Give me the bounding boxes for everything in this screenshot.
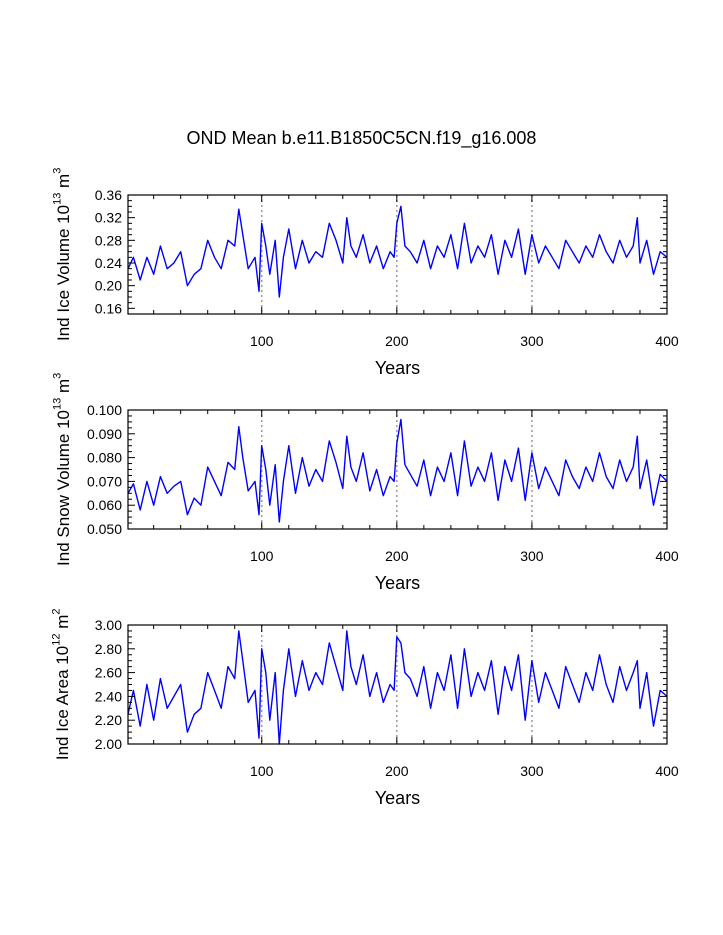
y-axis-label-unit: m	[53, 173, 73, 193]
x-axis-label: Years	[374, 573, 421, 593]
y-axis-label-unit: m	[53, 378, 73, 398]
y-axis-label: Ind Ice Volume 1013 m3	[50, 167, 74, 342]
y-axis-label-unit: m	[53, 614, 73, 634]
x-tick-label: 400	[655, 763, 679, 779]
y-tick-label: 0.060	[87, 497, 122, 513]
chart-panel-1: 0.16 0.20 0.24 0.28 0.32 0.36 100 200 300 400	[95, 187, 679, 349]
y-axis-label-text: Ind Ice Volume 10	[53, 204, 73, 342]
y-axis-label: Ind Snow Volume 1013 m3	[50, 372, 74, 566]
y-tick-label: 0.080	[87, 450, 122, 466]
x-axis-label: Years	[374, 358, 421, 378]
chart-panel-2: 0.050 0.060 0.070 0.080 0.090 0.100 100 200 300 4…	[87, 402, 679, 564]
y-tick-label: 0.24	[95, 255, 122, 271]
x-tick-label: 300	[520, 548, 544, 564]
y-tick-label: 2.20	[95, 712, 122, 728]
y-tick-label: 0.050	[87, 521, 122, 537]
y-axis-label-exponent: 12	[50, 633, 63, 646]
y-tick-label: 0.090	[87, 426, 122, 442]
x-tick-label: 100	[250, 333, 274, 349]
y-tick-label: 0.32	[95, 210, 122, 226]
y-axis-label-text: Ind Ice Area 10	[53, 645, 73, 761]
y-axis-label-exponent: 13	[50, 397, 63, 410]
y-axis-label-text: Ind Snow Volume 10	[53, 409, 73, 566]
y-axis-label: Ind Ice Area 1012 m2	[50, 608, 73, 761]
y-axis-label-unit-exponent: 2	[50, 608, 63, 615]
y-tick-label: 0.20	[95, 278, 122, 294]
y-tick-label: 0.100	[87, 402, 122, 418]
chart-panel-3: 2.00 2.20 2.40 2.60 2.80 3.00 100 200 300 400	[95, 617, 679, 779]
y-tick-label: 0.28	[95, 232, 122, 248]
y-axis-label-exponent: 13	[50, 192, 63, 205]
y-tick-label: 2.40	[95, 688, 122, 704]
series-line	[127, 418, 668, 523]
x-tick-label: 100	[250, 763, 274, 779]
x-tick-label: 300	[520, 763, 544, 779]
y-tick-label: 0.16	[95, 300, 122, 316]
series-line	[127, 630, 668, 745]
y-axis-label-unit-exponent: 3	[50, 372, 63, 379]
y-tick-label: 3.00	[95, 617, 122, 633]
x-tick-label: 400	[655, 548, 679, 564]
x-tick-label: 200	[385, 763, 409, 779]
x-tick-label: 300	[520, 333, 544, 349]
x-tick-label: 200	[385, 333, 409, 349]
x-tick-label: 400	[655, 333, 679, 349]
y-tick-label: 2.80	[95, 641, 122, 657]
y-tick-label: 2.00	[95, 736, 122, 752]
y-tick-label: 2.60	[95, 665, 122, 681]
x-tick-label: 200	[385, 548, 409, 564]
x-axis-label: Years	[374, 788, 421, 808]
y-tick-label: 0.36	[95, 187, 122, 203]
y-tick-label: 0.070	[87, 473, 122, 489]
page-title: OND Mean b.e11.B1850C5CN.f19_g16.008	[186, 128, 537, 148]
plot-frame	[127, 194, 668, 315]
series-line	[127, 205, 668, 298]
y-axis-label-unit-exponent: 3	[50, 167, 63, 174]
x-tick-label: 100	[250, 548, 274, 564]
